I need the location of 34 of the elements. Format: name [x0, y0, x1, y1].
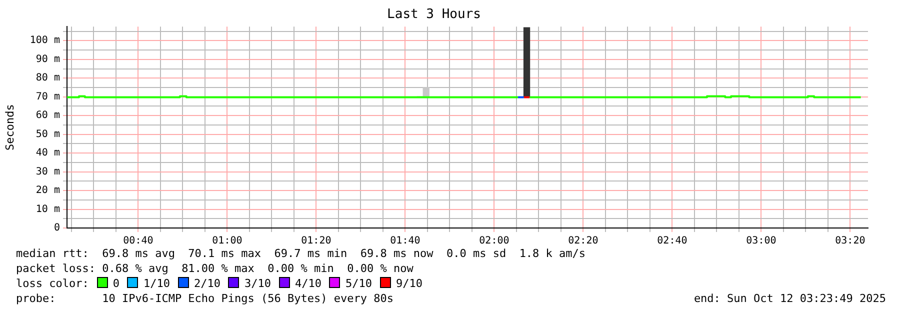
text: 2/10	[194, 277, 220, 290]
text: 1/10	[143, 277, 170, 290]
y-tick-label: 40 m	[36, 148, 60, 159]
text: packet loss: 0.68 % avg 81.00 % max 0.00 % min 0.00 % now	[16, 261, 414, 276]
x-tick-label: 03:00	[746, 236, 776, 247]
y-tick-label: 20 m	[36, 185, 60, 196]
x-tick-label: 02:00	[479, 236, 510, 247]
x-tick-label: 02:20	[568, 236, 598, 247]
y-tick-label: 70 m	[36, 91, 60, 102]
y-tick-label: 0	[54, 222, 60, 234]
text: median rtt: 69.8 ms avg 70.1 ms max 69.7 ms min 69.8 ms now 0.0 ms sd 1.8 k am/s	[16, 246, 587, 261]
y-tick-label: 10 m	[36, 204, 60, 215]
text: 9/10	[396, 277, 422, 290]
text: end: Sun Oct 12 03:23:49 2025	[694, 291, 886, 306]
x-tick-label: 03:20	[835, 236, 866, 247]
text: 3/10	[244, 277, 271, 290]
chart-title: Last 3 Hours	[387, 7, 481, 22]
y-tick-label: 50 m	[36, 128, 60, 140]
x-tick-label: 01:00	[212, 236, 242, 247]
x-tick-label: 02:40	[657, 236, 688, 247]
x-tick-label: 01:40	[390, 236, 420, 247]
y-tick-label: 100 m	[30, 35, 60, 46]
text: probe: 10 IPv6-ICMP Echo Pings (56 Bytes) every 80s	[16, 292, 394, 305]
text: 4/10	[294, 277, 322, 290]
y-tick-label: 60 m	[36, 110, 60, 122]
y-tick-label: 90 m	[36, 54, 60, 65]
y-tick-label: 30 m	[36, 166, 60, 178]
text: 0	[112, 277, 120, 290]
text: loss color:	[16, 277, 89, 290]
x-tick-label: 01:20	[301, 236, 332, 247]
y-axis-title: Seconds	[3, 104, 16, 150]
text: 5/10	[345, 277, 372, 290]
x-tick-label: 00:40	[123, 236, 154, 247]
y-tick-label: 80 m	[36, 72, 60, 84]
